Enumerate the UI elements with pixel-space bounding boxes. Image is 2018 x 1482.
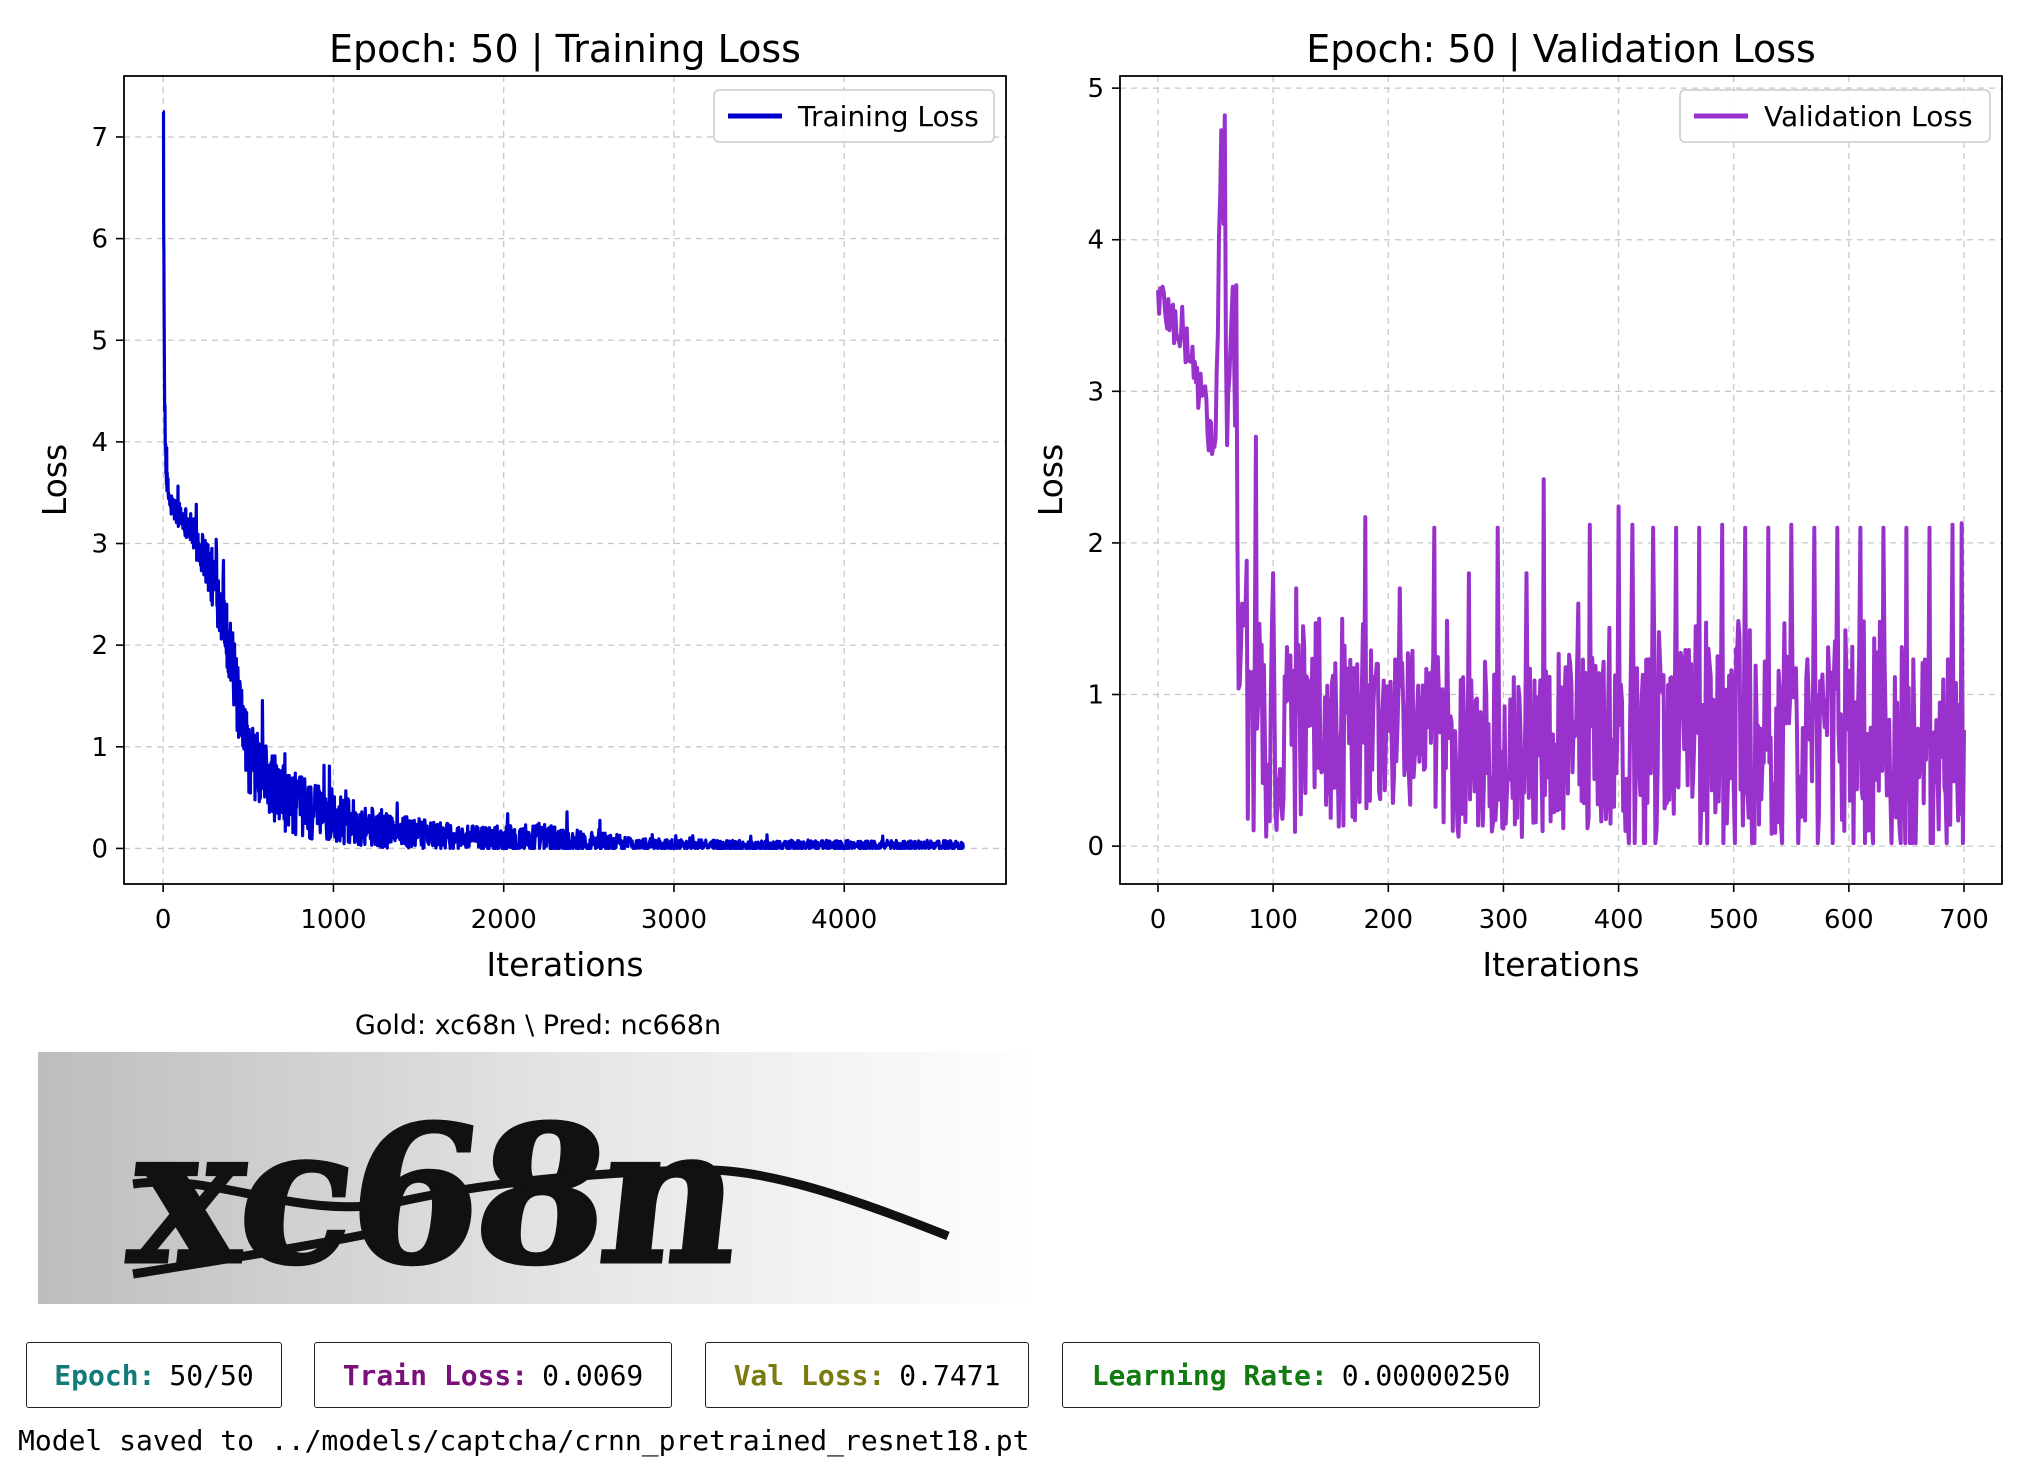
epoch-value: 50/50: [169, 1358, 254, 1392]
train-loss-label: Train Loss:: [342, 1358, 529, 1392]
epoch-label: Epoch:: [54, 1358, 156, 1392]
x-tick-label: 4000: [811, 905, 877, 935]
x-tick-label: 0: [155, 905, 172, 935]
train-loss-value: 0.0069: [542, 1358, 644, 1392]
x-tick-label: 1000: [300, 905, 366, 935]
y-tick-label: 5: [1087, 74, 1104, 104]
y-tick-label: 6: [91, 225, 108, 255]
chart-0: 0 1000 2000 3000 4000 0 1 2 3 4 5 6 7 Epoch: 50 | Tra…: [35, 27, 1007, 984]
plot-frame: [1119, 75, 2003, 885]
learning-rate-value: 0.00000250: [1341, 1358, 1511, 1392]
chart-title: Epoch: 50 | Training Loss: [329, 27, 801, 72]
val-loss-value: 0.7471: [899, 1358, 1001, 1392]
legend-box: [713, 89, 995, 143]
legend-label: Training Loss: [797, 100, 979, 133]
y-tick-label: 0: [91, 834, 108, 864]
plot-frame: [123, 75, 1007, 885]
y-tick-label: 4: [1087, 226, 1104, 256]
series-line-1: [1156, 113, 1966, 846]
x-tick-label: 3000: [641, 905, 707, 935]
learning-rate-status: Learning Rate: 0.00000250: [1062, 1342, 1540, 1408]
x-tick-label: 400: [1594, 905, 1644, 935]
x-tick-label: 100: [1248, 905, 1298, 935]
y-tick-label: 7: [91, 123, 108, 153]
train-loss-status: Train Loss: 0.0069: [314, 1342, 672, 1408]
y-tick-label: 4: [91, 428, 108, 458]
val-loss-status: Val Loss: 0.7471: [705, 1342, 1029, 1408]
y-axis-label: Loss: [35, 444, 74, 516]
y-tick-label: 0: [1087, 832, 1104, 862]
x-tick-label: 200: [1363, 905, 1413, 935]
x-tick-label: 2000: [471, 905, 537, 935]
y-axis-label: Loss: [1031, 444, 1070, 516]
x-axis-label: Iterations: [486, 945, 643, 984]
legend: Validation Loss: [1679, 89, 1991, 143]
y-tick-label: 2: [91, 631, 108, 661]
epoch-status: Epoch: 50/50: [26, 1342, 282, 1408]
legend-box: [1679, 89, 1991, 143]
model-saved-message: Model saved to ../models/captcha/crnn_pr…: [18, 1424, 1030, 1457]
legend-label: Validation Loss: [1764, 100, 1973, 133]
y-tick-label: 1: [1087, 681, 1104, 711]
captcha-image: xc68n: [38, 1052, 1038, 1304]
y-tick-label: 3: [1087, 377, 1104, 407]
chart-1: 0 100 200 300 400 500 600 700 0 1 2 3 4 5 Epoch: 50 | …: [1031, 27, 2003, 984]
chart-title: Epoch: 50 | Validation Loss: [1306, 27, 1816, 72]
legend: Training Loss: [713, 89, 995, 143]
x-axis-label: Iterations: [1482, 945, 1639, 984]
y-tick-label: 2: [1087, 529, 1104, 559]
x-tick-label: 0: [1150, 905, 1167, 935]
learning-rate-label: Learning Rate:: [1091, 1358, 1328, 1392]
x-tick-label: 600: [1824, 905, 1874, 935]
x-tick-label: 700: [1939, 905, 1989, 935]
sample-title: Gold: xc68n \ Pred: nc668n: [354, 1010, 722, 1041]
series-line-0: [161, 110, 965, 850]
y-tick-label: 3: [91, 530, 108, 560]
val-loss-label: Val Loss:: [733, 1358, 886, 1392]
x-tick-label: 500: [1709, 905, 1759, 935]
x-tick-label: 300: [1479, 905, 1529, 935]
y-tick-label: 5: [91, 326, 108, 356]
y-tick-label: 1: [91, 733, 108, 763]
